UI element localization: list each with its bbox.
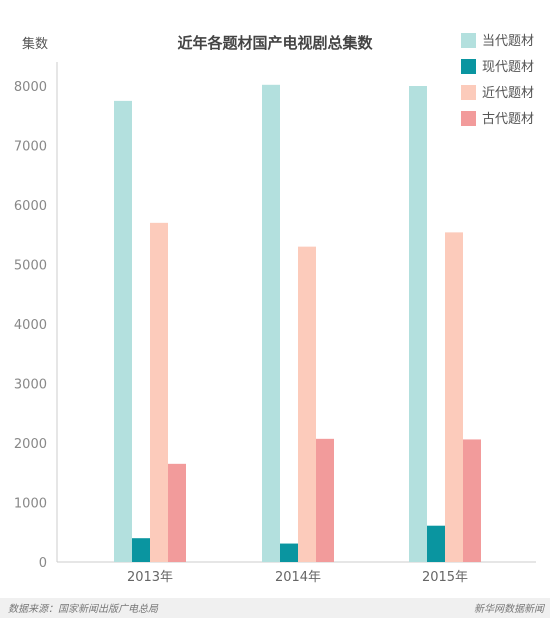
legend-label: 近代题材 bbox=[482, 86, 534, 101]
bar-3-1 bbox=[150, 222, 168, 562]
bar-3-3 bbox=[445, 232, 463, 562]
y-tick-label: 8000 bbox=[14, 80, 47, 95]
y-tick-label: 5000 bbox=[14, 259, 47, 274]
bar-1-3 bbox=[409, 86, 427, 562]
bar-2-2 bbox=[280, 543, 298, 562]
y-tick-label: 6000 bbox=[14, 199, 47, 214]
x-axis-ticks: 2013年 2014年 2015年 bbox=[127, 570, 468, 585]
x-tick-label: 2015年 bbox=[422, 570, 468, 585]
y-tick-label: 4000 bbox=[14, 318, 47, 333]
x-tick-label: 2014年 bbox=[275, 570, 321, 585]
bar-1-1 bbox=[114, 100, 132, 562]
legend-label: 古代题材 bbox=[482, 112, 534, 127]
bar-chart: 近年各题材国产电视剧总集数 集数 0 1000 2000 3000 4000 5000 60… bbox=[14, 33, 536, 585]
bar-4-1 bbox=[168, 463, 186, 562]
legend-label: 现代题材 bbox=[482, 60, 534, 75]
footer: 数据来源：国家新闻出版广电总局 新华网数据新闻 bbox=[0, 598, 550, 618]
data-source-note: 数据来源：国家新闻出版广电总局 bbox=[8, 604, 158, 615]
bar-4-2 bbox=[316, 438, 334, 562]
y-tick-label: 3000 bbox=[14, 378, 47, 393]
y-tick-label: 2000 bbox=[14, 437, 47, 452]
y-tick-label: 7000 bbox=[14, 140, 47, 155]
bar-4-3 bbox=[463, 439, 481, 562]
y-axis-ticks: 0 1000 2000 3000 4000 5000 6000 7000 8000 bbox=[14, 80, 47, 571]
brand-label: 新华网数据新闻 bbox=[474, 604, 544, 615]
bar-1-2 bbox=[262, 84, 280, 562]
bar-2-1 bbox=[132, 538, 150, 562]
chart-title: 近年各题材国产电视剧总集数 bbox=[177, 34, 373, 52]
y-axis-label: 集数 bbox=[22, 36, 48, 52]
legend-swatch bbox=[461, 33, 476, 48]
bars bbox=[114, 84, 481, 562]
bar-3-2 bbox=[298, 246, 316, 562]
legend-label: 当代题材 bbox=[482, 34, 534, 49]
legend-swatch bbox=[461, 85, 476, 100]
y-tick-label: 1000 bbox=[14, 497, 47, 512]
bar-2-3 bbox=[427, 525, 445, 562]
legend-swatch bbox=[461, 59, 476, 74]
legend-swatch bbox=[461, 111, 476, 126]
y-tick-label: 0 bbox=[39, 556, 47, 571]
x-tick-label: 2013年 bbox=[127, 570, 173, 585]
